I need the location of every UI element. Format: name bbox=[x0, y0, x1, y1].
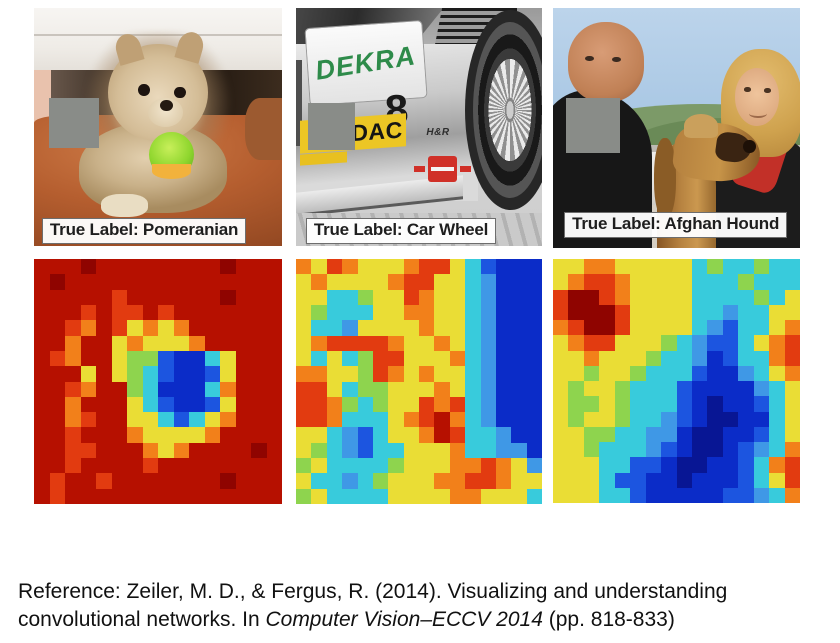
afghan-hound-nose bbox=[743, 140, 756, 154]
occluder-square bbox=[566, 98, 621, 153]
brown-pillow bbox=[244, 98, 282, 161]
woman-left-eye bbox=[744, 87, 751, 92]
woman-right-eye bbox=[764, 88, 771, 93]
true-label-afghan-hound: True Label: Afghan Hound bbox=[564, 212, 788, 238]
reference-text-suffix: (pp. 818-833) bbox=[542, 608, 675, 631]
afghan-hound-ear bbox=[654, 137, 677, 220]
true-label-car-wheel: True Label: Car Wheel bbox=[305, 218, 497, 244]
afghan-hound-topknot bbox=[683, 113, 719, 138]
man-left-eye bbox=[585, 56, 594, 62]
hr-sponsor-text: H&R bbox=[426, 127, 450, 138]
toy-ball-orange-stripe bbox=[151, 163, 192, 180]
puppy-nose bbox=[160, 99, 173, 111]
occlusion-heatmap-pomeranian bbox=[34, 259, 282, 504]
photo-afghan-hound: True Label: Afghan Hound bbox=[553, 8, 800, 248]
reference-text-italic: Computer Vision–ECCV 2014 bbox=[265, 608, 543, 631]
puppy-right-eye bbox=[174, 86, 186, 99]
true-label-pomeranian: True Label: Pomeranian bbox=[41, 218, 247, 244]
photo-pomeranian: True Label: Pomeranian bbox=[34, 8, 282, 246]
man-bald-head bbox=[567, 22, 645, 102]
dekra-sponsor-panel: DEKRA bbox=[305, 20, 427, 105]
occlusion-heatmap-afghan-hound bbox=[553, 259, 800, 503]
woman-smile bbox=[749, 109, 767, 118]
wurth-logo-left-dash bbox=[414, 166, 426, 173]
wurth-logo-right-dash bbox=[459, 166, 471, 173]
occluder-square bbox=[48, 97, 99, 148]
reference-citation: Reference: Zeiler, M. D., & Fergus, R. (… bbox=[18, 578, 832, 634]
adac-sticker-text: DAC bbox=[351, 117, 403, 147]
left-edge-shadow bbox=[296, 60, 303, 147]
photo-car-wheel: DEKRA 8 DAC H&R True Label: Car Wheel bbox=[296, 8, 542, 246]
man-right-eye bbox=[612, 57, 621, 63]
reference-text-prefix: Reference: Zeiler, M. D., & Fergus, R. (… bbox=[18, 580, 728, 631]
wurth-red-logo bbox=[427, 155, 458, 182]
dekra-logo-text: DEKRA bbox=[313, 39, 419, 85]
puppy-left-eye bbox=[138, 84, 150, 97]
puppy-paw bbox=[100, 193, 149, 218]
occluder-square bbox=[307, 103, 355, 151]
occlusion-heatmap-car-wheel bbox=[296, 259, 542, 504]
car-wheel bbox=[473, 22, 542, 199]
